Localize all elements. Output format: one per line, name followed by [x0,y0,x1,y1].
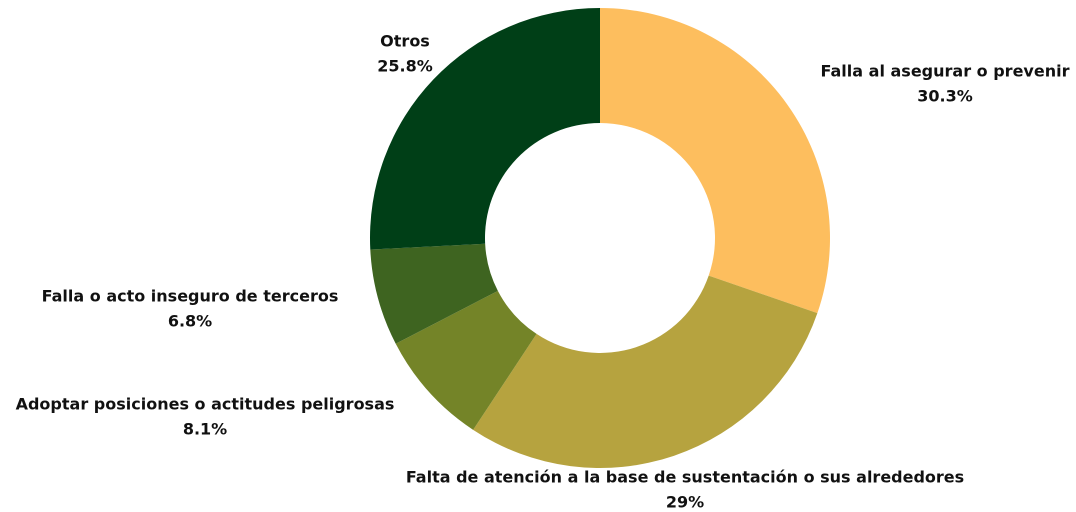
donut-slice [370,8,600,250]
donut-slice [395,290,537,430]
slice-value-label: 8.1% [183,420,227,439]
donut-slice [473,275,818,468]
slice-value-label: 25.8% [377,57,433,76]
slice-label: Otros [380,32,430,51]
slice-value-label: 6.8% [168,312,212,331]
slice-label: Falta de atención a la base de sustentac… [406,468,964,487]
donut-slice [370,243,498,344]
slice-label: Adoptar posiciones o actitudes peligrosa… [16,395,395,414]
donut-slice [600,8,830,314]
slice-label: Falla o acto inseguro de terceros [42,287,339,306]
slice-value-label: 29% [666,493,704,512]
slice-label: Falla al asegurar o prevenir [821,62,1070,81]
slice-value-label: 30.3% [917,87,973,106]
